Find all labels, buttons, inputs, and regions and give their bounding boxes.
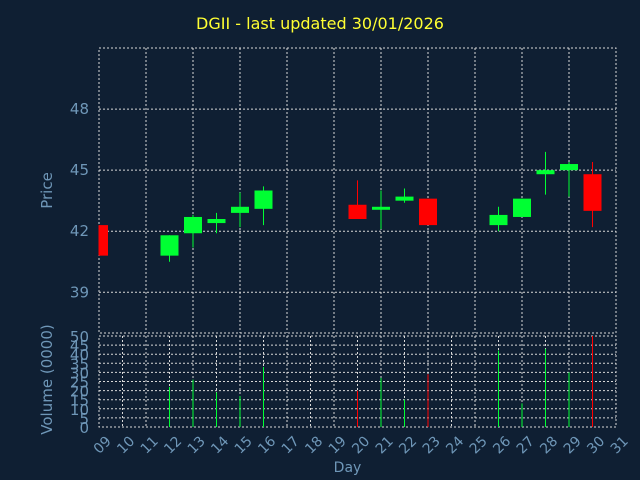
- price-tick-label: 42: [70, 222, 89, 240]
- price-tick-label: 45: [70, 161, 89, 179]
- volume-tick-label: 45: [70, 337, 89, 355]
- candle-15: [231, 192, 249, 228]
- candle-21: [372, 190, 390, 230]
- candle-body: [99, 225, 108, 256]
- x-tick-label: 30: [584, 433, 608, 457]
- x-tick-label: 15: [232, 433, 256, 457]
- candle-27: [513, 198, 531, 217]
- x-tick-label: 20: [349, 433, 373, 457]
- candle-body: [231, 206, 249, 213]
- candle-28: [536, 151, 555, 195]
- x-tick-label: 18: [302, 433, 326, 457]
- x-tick-label: 19: [326, 433, 350, 457]
- x-tick-label: 23: [420, 433, 444, 457]
- candle-30: [583, 162, 602, 228]
- volume-tick-label: 5: [79, 410, 89, 428]
- x-tick-label: 14: [208, 433, 232, 457]
- price-axis-label: Price: [38, 172, 56, 209]
- x-tick-label: 12: [161, 433, 185, 457]
- candle-22: [395, 188, 414, 203]
- x-tick-label: 22: [396, 433, 420, 457]
- x-axis-label: Day: [334, 460, 362, 476]
- candle-body: [372, 206, 390, 210]
- x-tick-label: 11: [138, 433, 162, 457]
- candle-body: [583, 174, 602, 211]
- candle-body: [184, 216, 202, 234]
- candle-20: [348, 180, 367, 219]
- candle-body: [513, 198, 531, 217]
- volume-axis-label: Volume (0000): [38, 324, 56, 434]
- candle-12: [160, 235, 179, 262]
- x-tick-label: 26: [490, 433, 514, 457]
- price-tick-label: 48: [70, 100, 89, 118]
- x-tick-label: 16: [255, 433, 279, 457]
- candle-body: [348, 204, 367, 219]
- price-panel-frame: [98, 47, 617, 334]
- x-tick-label: 10: [114, 433, 138, 457]
- candle-16: [254, 186, 273, 226]
- candle-26: [489, 206, 508, 232]
- candle-body: [419, 198, 437, 226]
- candle-body: [560, 164, 578, 171]
- x-tick-label: 09: [91, 433, 115, 457]
- candle-14: [207, 212, 226, 234]
- candle-body: [254, 190, 273, 209]
- volume-tick-label: 25: [70, 374, 89, 392]
- candle-body: [536, 170, 555, 175]
- candle-body: [489, 214, 508, 226]
- candle-body: [207, 219, 226, 224]
- volume-tick-label: 10: [70, 401, 89, 419]
- volume-tick-label: 0: [79, 419, 89, 437]
- candle-body: [160, 235, 179, 256]
- x-tick-label: 13: [185, 433, 209, 457]
- volume-tick-label: 15: [70, 392, 89, 410]
- volume-tick-label: 50: [70, 328, 89, 346]
- x-tick-label: 27: [514, 433, 538, 457]
- volume-tick-label: 20: [70, 383, 89, 401]
- candle-29: [560, 162, 578, 197]
- x-tick-label: 25: [467, 433, 491, 457]
- candle-23: [419, 198, 437, 226]
- x-tick-label: 31: [608, 433, 632, 457]
- chart-title: DGII - last updated 30/01/2026: [196, 14, 444, 33]
- price-tick-label: 39: [70, 283, 89, 301]
- volume-tick-label: 40: [70, 346, 89, 364]
- candle-09: [98, 225, 108, 256]
- x-tick-label: 28: [537, 433, 561, 457]
- x-tick-label: 17: [279, 433, 303, 457]
- volume-tick-label: 35: [70, 355, 89, 373]
- candle-body: [395, 196, 414, 201]
- candle-13: [184, 214, 202, 248]
- x-tick-label: 24: [443, 433, 467, 457]
- x-tick-label: 21: [373, 433, 397, 457]
- x-tick-label: 29: [561, 433, 585, 457]
- volume-tick-label: 30: [70, 364, 89, 382]
